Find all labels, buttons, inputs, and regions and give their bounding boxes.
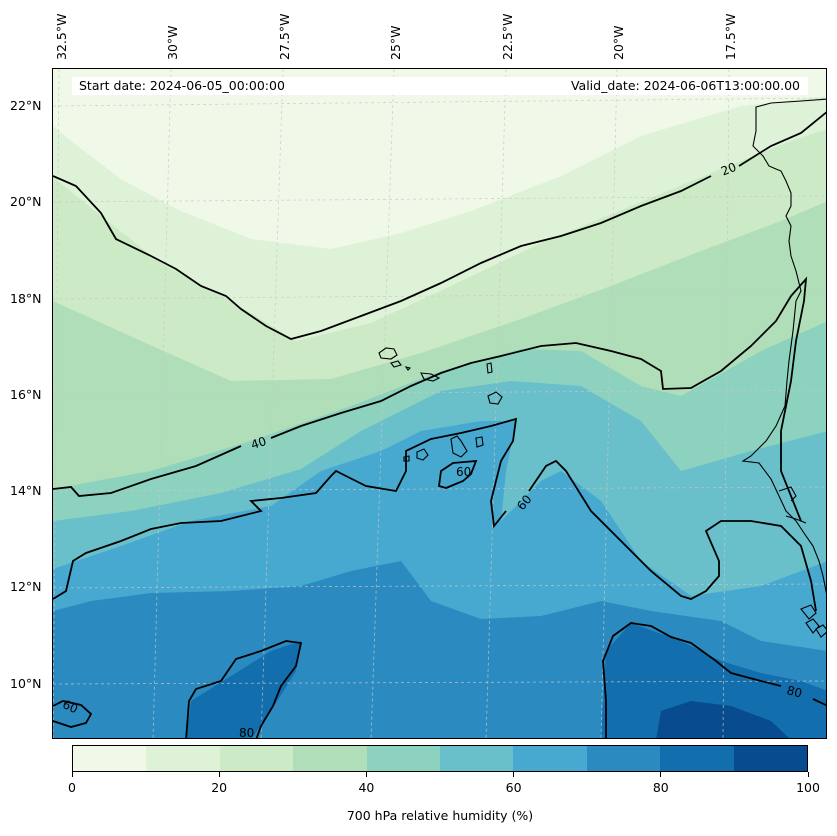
colorbar [72,745,808,772]
lat-label-18n: 18°N [10,291,42,306]
cape-verde-sao-nicolau [420,372,441,382]
contour-label-80-east: 80 [785,683,803,700]
contour-60a [53,417,817,612]
colorbar-tick [218,772,220,777]
colorbar-segment [293,746,367,771]
colorbar-segment [513,746,587,771]
colorbar-tick [807,772,809,777]
lat-label-12n: 12°N [10,579,42,594]
map-panel[interactable]: 20 40 60 60 60 80 80 [52,68,827,739]
contour-label-60-island: 60 [456,465,471,479]
contour-80a [185,640,303,738]
colorbar-tick [660,772,662,777]
colorbar-segment [660,746,734,771]
lat-label-22n: 22°N [10,98,42,113]
gridlines [53,69,826,738]
lat-label-10n: 10°N [10,676,42,691]
lon-label-25w: 25°W [388,25,403,60]
band-0-10 [53,69,826,249]
colorbar-tick-label: 100 [796,780,820,795]
start-date-label: Start date: 2024-06-05_00:00:00 [79,78,285,93]
contour-20 [53,111,826,340]
cape-verde-santa-luzia [404,366,412,371]
colorbar-segment [733,746,808,771]
contour-80b [602,622,826,738]
contour-label-20: 20 [719,160,738,179]
contour-60-island [438,459,478,489]
colorbar-segment [219,746,294,771]
contour-label-60-west: 60 [60,697,80,716]
colorbar-segment [440,746,514,771]
cape-verde-brava [403,455,410,462]
coastlines [378,98,826,638]
humidity-map: 20 40 60 60 60 80 80 [53,69,826,739]
cape-verde-santiago [450,435,468,458]
colorbar-segment [366,746,441,771]
gambia-estuary [778,486,807,524]
cape-verde-sao-vicente [390,360,402,368]
bijagos-islands [800,604,826,638]
cape-verde-sal [486,362,493,374]
valid-date-label: Valid_date: 2024-06-06T13:00:00.00 [570,78,800,93]
lat-label-20n: 20°N [10,194,42,209]
colorbar-tick-label: 60 [505,780,522,795]
cape-verde-boa-vista [487,391,503,405]
lon-label-27.5w: 27.5°W [277,13,292,60]
cape-verde-fogo [416,448,429,461]
colorbar-tick-label: 80 [652,780,669,795]
colorbar-tick-label: 20 [211,780,228,795]
lon-label-17.5w: 17.5°W [723,13,738,60]
contour-label-80-west: 80 [239,726,254,739]
colorbar-segment [146,746,220,771]
colorbar-segment [586,746,661,771]
colorbar-tick-label: 0 [68,780,76,795]
colorbar-tick [71,772,73,777]
lat-label-16n: 16°N [10,387,42,402]
date-info-bar: Start date: 2024-06-05_00:00:00 Valid_da… [72,77,808,95]
colorbar-segment [73,746,147,771]
band-80-90 [186,623,826,738]
colorbar-tick [365,772,367,777]
cape-verde-maio [475,436,484,448]
lat-label-14n: 14°N [10,483,42,498]
lon-label-32.5w: 32.5°W [54,13,69,60]
cape-verde-santo-antao [378,347,398,360]
band-90-100 [656,701,789,738]
contour-40 [53,276,808,522]
lon-label-20w: 20°W [611,25,626,60]
contour-label-40: 40 [249,434,268,452]
contour-lines [53,111,826,738]
lon-label-30w: 30°W [165,25,180,60]
colorbar-tick-label: 40 [358,780,375,795]
colorbar-tick [513,772,515,777]
contour-60b [53,700,93,728]
colorbar-title: 700 hPa relative humidity (%) [346,808,534,823]
lon-label-22.5w: 22.5°W [500,13,515,60]
